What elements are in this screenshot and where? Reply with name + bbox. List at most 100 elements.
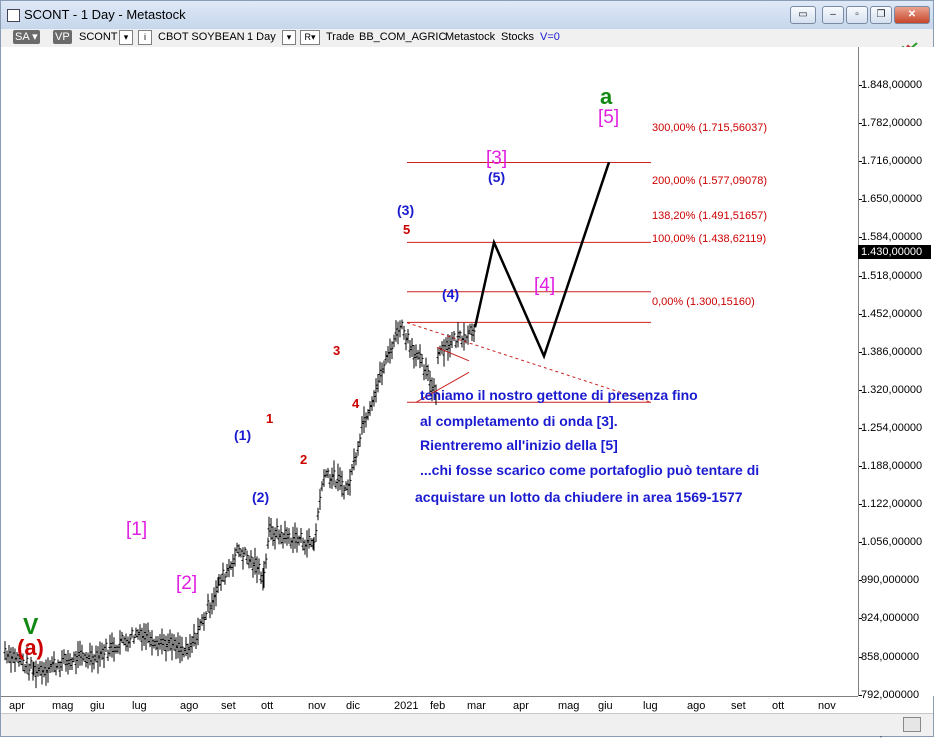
last-price-marker: 1.430,00000 — [858, 245, 931, 259]
wave-label-4-minor: (4) — [442, 286, 460, 302]
time-axis-tick: apr — [513, 700, 529, 712]
time-axis-tick: lug — [643, 700, 658, 712]
vp-button[interactable]: VP — [53, 30, 72, 44]
fib-label-100: 100,00% (1.438,62119) — [652, 233, 767, 245]
time-axis-tick: giu — [90, 700, 105, 712]
time-axis-tick: ago — [687, 700, 706, 712]
wave-label-2-minor: (2) — [252, 489, 270, 505]
ohlc-bars — [3, 319, 476, 689]
price-axis-tick: 1.122,00000 — [858, 498, 923, 511]
price-axis-tick: 1.650,00000 — [858, 193, 923, 206]
price-axis-tick: 1.518,00000 — [858, 269, 923, 282]
time-axis-tick: ago — [180, 700, 199, 712]
price-chart[interactable]: 300,00% (1.715,56037) 200,00% (1.577,090… — [1, 47, 858, 696]
price-axis-tick: 1.254,00000 — [858, 421, 923, 434]
price-axis-tick: 924,000000 — [858, 612, 920, 625]
chart-toolbar: SA ▾ VP SCONT ▾ i CBOT SOYBEAN 1 Day ▾ R… — [1, 29, 933, 47]
symbol-label: SCONT — [79, 31, 118, 43]
price-chart-svg — [3, 161, 652, 689]
maximize-button[interactable]: ▫ — [846, 6, 868, 24]
kind-label: Stocks — [501, 31, 535, 43]
triangle-lower-line — [415, 371, 470, 403]
wave-label-1-minor: (1) — [234, 427, 252, 443]
period-dropdown[interactable]: ▾ — [282, 30, 296, 45]
note-line-3: Rientreremo all'inizio della [5] — [420, 437, 618, 453]
fib-label-300: 300,00% (1.715,56037) — [652, 122, 767, 134]
time-axis-tick: feb — [430, 700, 446, 712]
wave-label-2-red: 2 — [300, 452, 308, 467]
restore-button[interactable]: ❐ — [870, 6, 892, 24]
source-label: BB_COM_AGRIC — [359, 31, 447, 43]
wave-label-3-projected: [3] — [486, 148, 508, 169]
note-line-1: teniamo il nostro gettone di presenza fi… — [420, 387, 698, 403]
wave-label-5-projected: [5] — [598, 107, 620, 128]
time-axis-tick: 2021 — [394, 700, 419, 712]
price-axis-tick: 1.848,00000 — [858, 79, 923, 91]
price-axis-tick: 1.056,00000 — [858, 536, 923, 549]
projection-path — [473, 161, 611, 360]
fib-label-138: 138,20% (1.491,51657) — [652, 210, 767, 222]
title-bar[interactable]: SCONT - 1 Day - Metastock ▭ ‒ ▫ ❐ ✕ — [1, 1, 933, 29]
wave-label-3-minor: (3) — [397, 202, 415, 218]
wave-label-a-green: a — [600, 84, 613, 109]
price-axis-tick: 1.584,00000 — [858, 231, 923, 244]
r-dropdown[interactable]: R▾ — [300, 30, 320, 45]
restore-all-button[interactable]: ▭ — [790, 6, 816, 24]
time-axis-tick: giu — [598, 700, 613, 712]
fib-label-0: 0,00% (1.300,15160) — [652, 296, 755, 308]
wave-label-2-intermediate: [2] — [176, 573, 198, 594]
close-button[interactable]: ✕ — [894, 6, 930, 24]
app-label: Metastock — [445, 31, 496, 43]
wave-label-5-red: 5 — [403, 222, 411, 237]
time-axis-tick: mag — [558, 700, 580, 712]
horizontal-scrollbar[interactable] — [1, 713, 933, 736]
time-axis-tick: mag — [52, 700, 74, 712]
price-axis-tick: 1.782,00000 — [858, 117, 923, 130]
note-line-2: al completamento di onda [3]. — [420, 413, 618, 429]
window-icon — [7, 9, 20, 22]
price-axis[interactable]: 1.848,00000 1.782,00000 1.716,00000 1.650,0… — [858, 47, 934, 739]
triangle-upper-line — [436, 347, 470, 362]
time-axis-tick: dic — [346, 700, 361, 712]
period-label: 1 Day — [247, 31, 276, 43]
price-axis-tick: 1.716,00000 — [858, 155, 923, 168]
price-axis-tick: 990,000000 — [858, 574, 920, 587]
wave-label-1-red: 1 — [266, 411, 274, 426]
trend-line — [406, 322, 652, 403]
time-axis-tick: nov — [818, 700, 836, 712]
price-axis-tick: 1.320,00000 — [858, 383, 923, 396]
wave-label-4-red: 4 — [352, 396, 360, 411]
wave-label-3-red: 3 — [333, 343, 341, 358]
wave-label-1-intermediate: [1] — [126, 519, 148, 540]
time-axis-tick: lug — [132, 700, 147, 712]
wave-label-4-projected: [4] — [534, 275, 556, 296]
symbol-dropdown[interactable]: ▾ — [119, 30, 133, 45]
price-axis-tick: 792,000000 — [858, 688, 920, 701]
wave-label-5-minor: (5) — [488, 169, 506, 185]
security-name: CBOT SOYBEAN — [158, 31, 245, 43]
wave-label-v-green: V — [23, 613, 39, 639]
trade-label: Trade — [326, 31, 355, 43]
wave-guides — [406, 322, 652, 403]
time-axis-tick: mar — [467, 700, 486, 712]
price-axis-tick: 858,000000 — [858, 650, 920, 663]
projected-wave-path — [473, 161, 611, 360]
time-axis-tick: nov — [308, 700, 326, 712]
wave-label-a-red: (a) — [17, 635, 44, 660]
time-axis[interactable]: apr mag giu lug ago set ott nov dic 2021 feb mar apr… — [1, 696, 858, 714]
window-title: SCONT - 1 Day - Metastock — [24, 7, 186, 22]
note-line-4: ...chi fosse scarico come portafoglio pu… — [420, 462, 760, 478]
time-axis-tick: apr — [9, 700, 25, 712]
price-axis-tick: 1.386,00000 — [858, 345, 923, 358]
scroll-thumb[interactable] — [903, 717, 921, 732]
sa-button[interactable]: SA ▾ — [13, 30, 40, 44]
time-axis-tick: set — [731, 700, 746, 712]
time-axis-tick: ott — [772, 700, 785, 712]
time-axis-tick: set — [221, 700, 236, 712]
note-line-5: acquistare un lotto da chiudere in area … — [415, 489, 743, 505]
info-button[interactable]: i — [138, 30, 152, 45]
price-axis-tick: 1.452,00000 — [858, 307, 923, 320]
minimize-button[interactable]: ‒ — [822, 6, 844, 24]
time-axis-tick: ott — [261, 700, 274, 712]
